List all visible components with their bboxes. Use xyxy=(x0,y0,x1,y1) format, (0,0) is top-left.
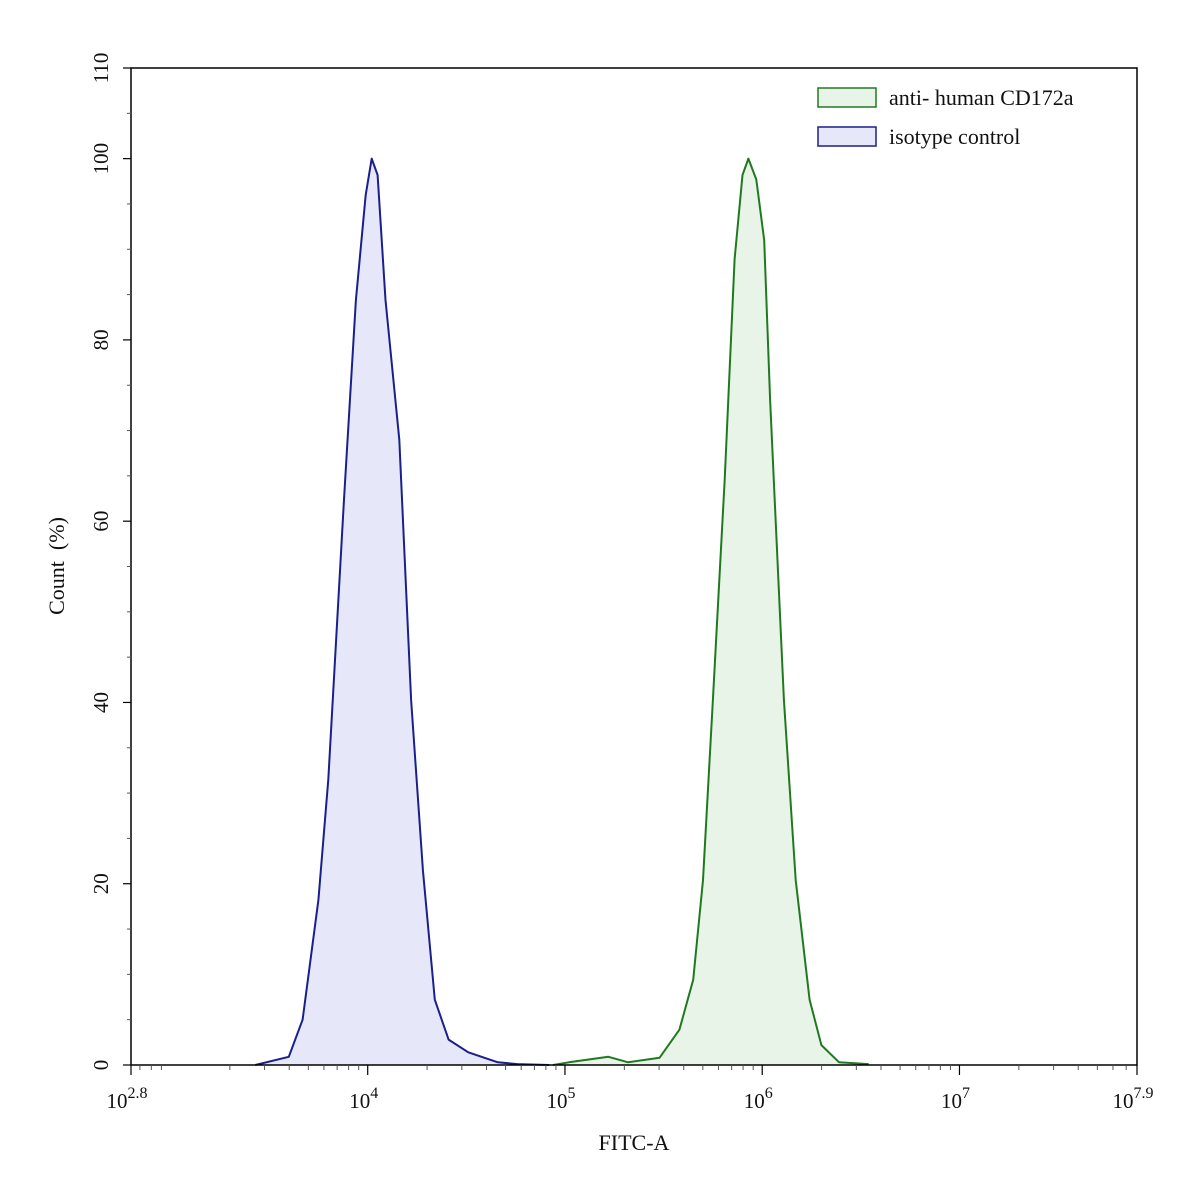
y-tick-label: 40 xyxy=(89,692,113,713)
y-tick-label: 80 xyxy=(89,329,113,350)
legend-label: anti- human CD172a xyxy=(889,85,1074,110)
series-fill-1 xyxy=(255,158,550,1066)
y-tick-label: 60 xyxy=(89,511,113,532)
y-axis-label: Count (%) xyxy=(44,517,69,615)
axes-layer: 0 20 40 60 80 100 110 102.8 104 105 106 107 107.9 xyxy=(89,53,1154,1113)
series-line-0 xyxy=(552,157,869,1066)
legend-item-anti-cd172a: anti- human CD172a xyxy=(817,85,1074,110)
series-line-1 xyxy=(255,157,550,1066)
legend-label: isotype control xyxy=(889,124,1020,149)
x-tick-label: 105 xyxy=(546,1085,575,1113)
y-tick-label: 0 xyxy=(89,1060,113,1071)
legend-swatch-blue xyxy=(817,126,877,147)
x-tick-label: 102.8 xyxy=(107,1085,148,1113)
legend-item-isotype-control: isotype control xyxy=(817,124,1020,149)
y-tick-label: 110 xyxy=(89,53,113,84)
x-tick-label: 106 xyxy=(744,1085,773,1113)
plot-frame xyxy=(130,67,1138,1066)
x-tick-label: 107 xyxy=(941,1085,970,1113)
y-tick-label: 20 xyxy=(89,873,113,894)
series-layer xyxy=(255,157,869,1066)
y-tick-label: 100 xyxy=(89,143,113,175)
x-tick-label: 104 xyxy=(349,1085,378,1113)
legend-swatch-green xyxy=(817,87,877,108)
x-axis-label: FITC-A xyxy=(599,1130,670,1155)
series-fill-0 xyxy=(553,158,869,1066)
x-tick-label: 107.9 xyxy=(1113,1085,1154,1113)
legend: anti- human CD172a isotype control xyxy=(817,85,1074,149)
